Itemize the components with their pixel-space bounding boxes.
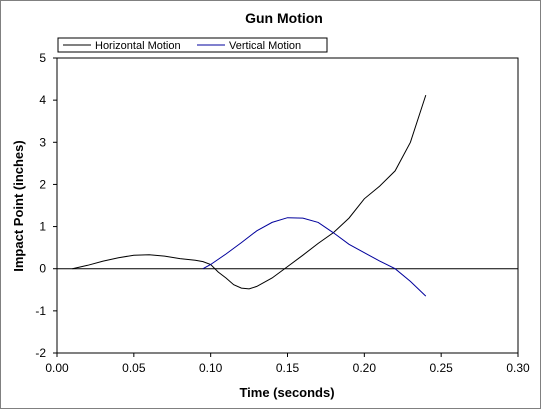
series-group — [72, 94, 427, 297]
legend: Horizontal Motion Vertical Motion — [57, 37, 328, 53]
x-tick-label: 0.15 — [276, 361, 300, 375]
y-tick-label: -2 — [35, 346, 46, 360]
y-axis-label: Impact Point (inches) — [11, 140, 26, 271]
y-tick-label: 0 — [39, 262, 46, 276]
plot-area — [56, 57, 519, 354]
y-tick-label: -1 — [35, 304, 46, 318]
y-tick-label: 4 — [39, 93, 46, 107]
series-vertical-motion-line — [202, 217, 427, 297]
y-axis-ticks: -2 -1 0 1 2 3 4 5 — [35, 51, 57, 360]
legend-label-vertical: Vertical Motion — [229, 40, 301, 52]
x-axis-label: Time (seconds) — [239, 385, 334, 400]
chart-title: Gun Motion — [245, 10, 323, 26]
series-horizontal-motion-line — [72, 94, 427, 290]
y-tick-label: 5 — [39, 51, 46, 65]
x-tick-label: 0.10 — [199, 361, 223, 375]
y-tick-label: 1 — [39, 220, 46, 234]
legend-box — [57, 37, 328, 53]
y-tick-label: 3 — [39, 135, 46, 149]
legend-label-horizontal: Horizontal Motion — [95, 40, 181, 52]
x-tick-label: 0.05 — [122, 361, 146, 375]
x-tick-label: 0.30 — [506, 361, 530, 375]
x-axis-ticks: 0.00 0.05 0.10 0.15 0.20 0.25 0.30 — [45, 353, 530, 375]
x-tick-label: 0.20 — [353, 361, 377, 375]
x-tick-label: 0.00 — [45, 361, 69, 375]
y-tick-label: 2 — [39, 177, 46, 191]
x-tick-label: 0.25 — [429, 361, 453, 375]
